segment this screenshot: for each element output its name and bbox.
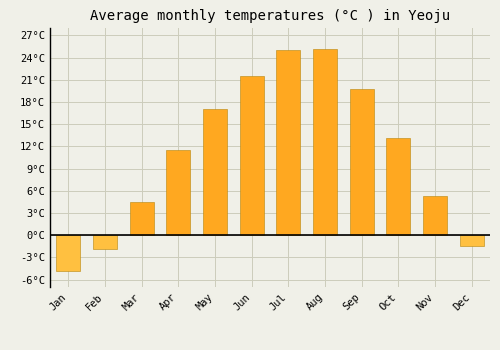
Bar (203, 110, 227, 235)
Bar (56, 235, 80, 271)
Bar (166, 150, 190, 235)
Bar (93, 235, 117, 248)
Bar (130, 202, 154, 235)
Bar (276, 50, 300, 235)
Bar (350, 89, 374, 235)
Bar (423, 196, 447, 235)
Bar (460, 235, 483, 246)
Bar (313, 49, 337, 235)
Title: Average monthly temperatures (°C ) in Yeoju: Average monthly temperatures (°C ) in Ye… (90, 9, 450, 23)
Bar (386, 138, 410, 235)
Bar (240, 76, 264, 235)
